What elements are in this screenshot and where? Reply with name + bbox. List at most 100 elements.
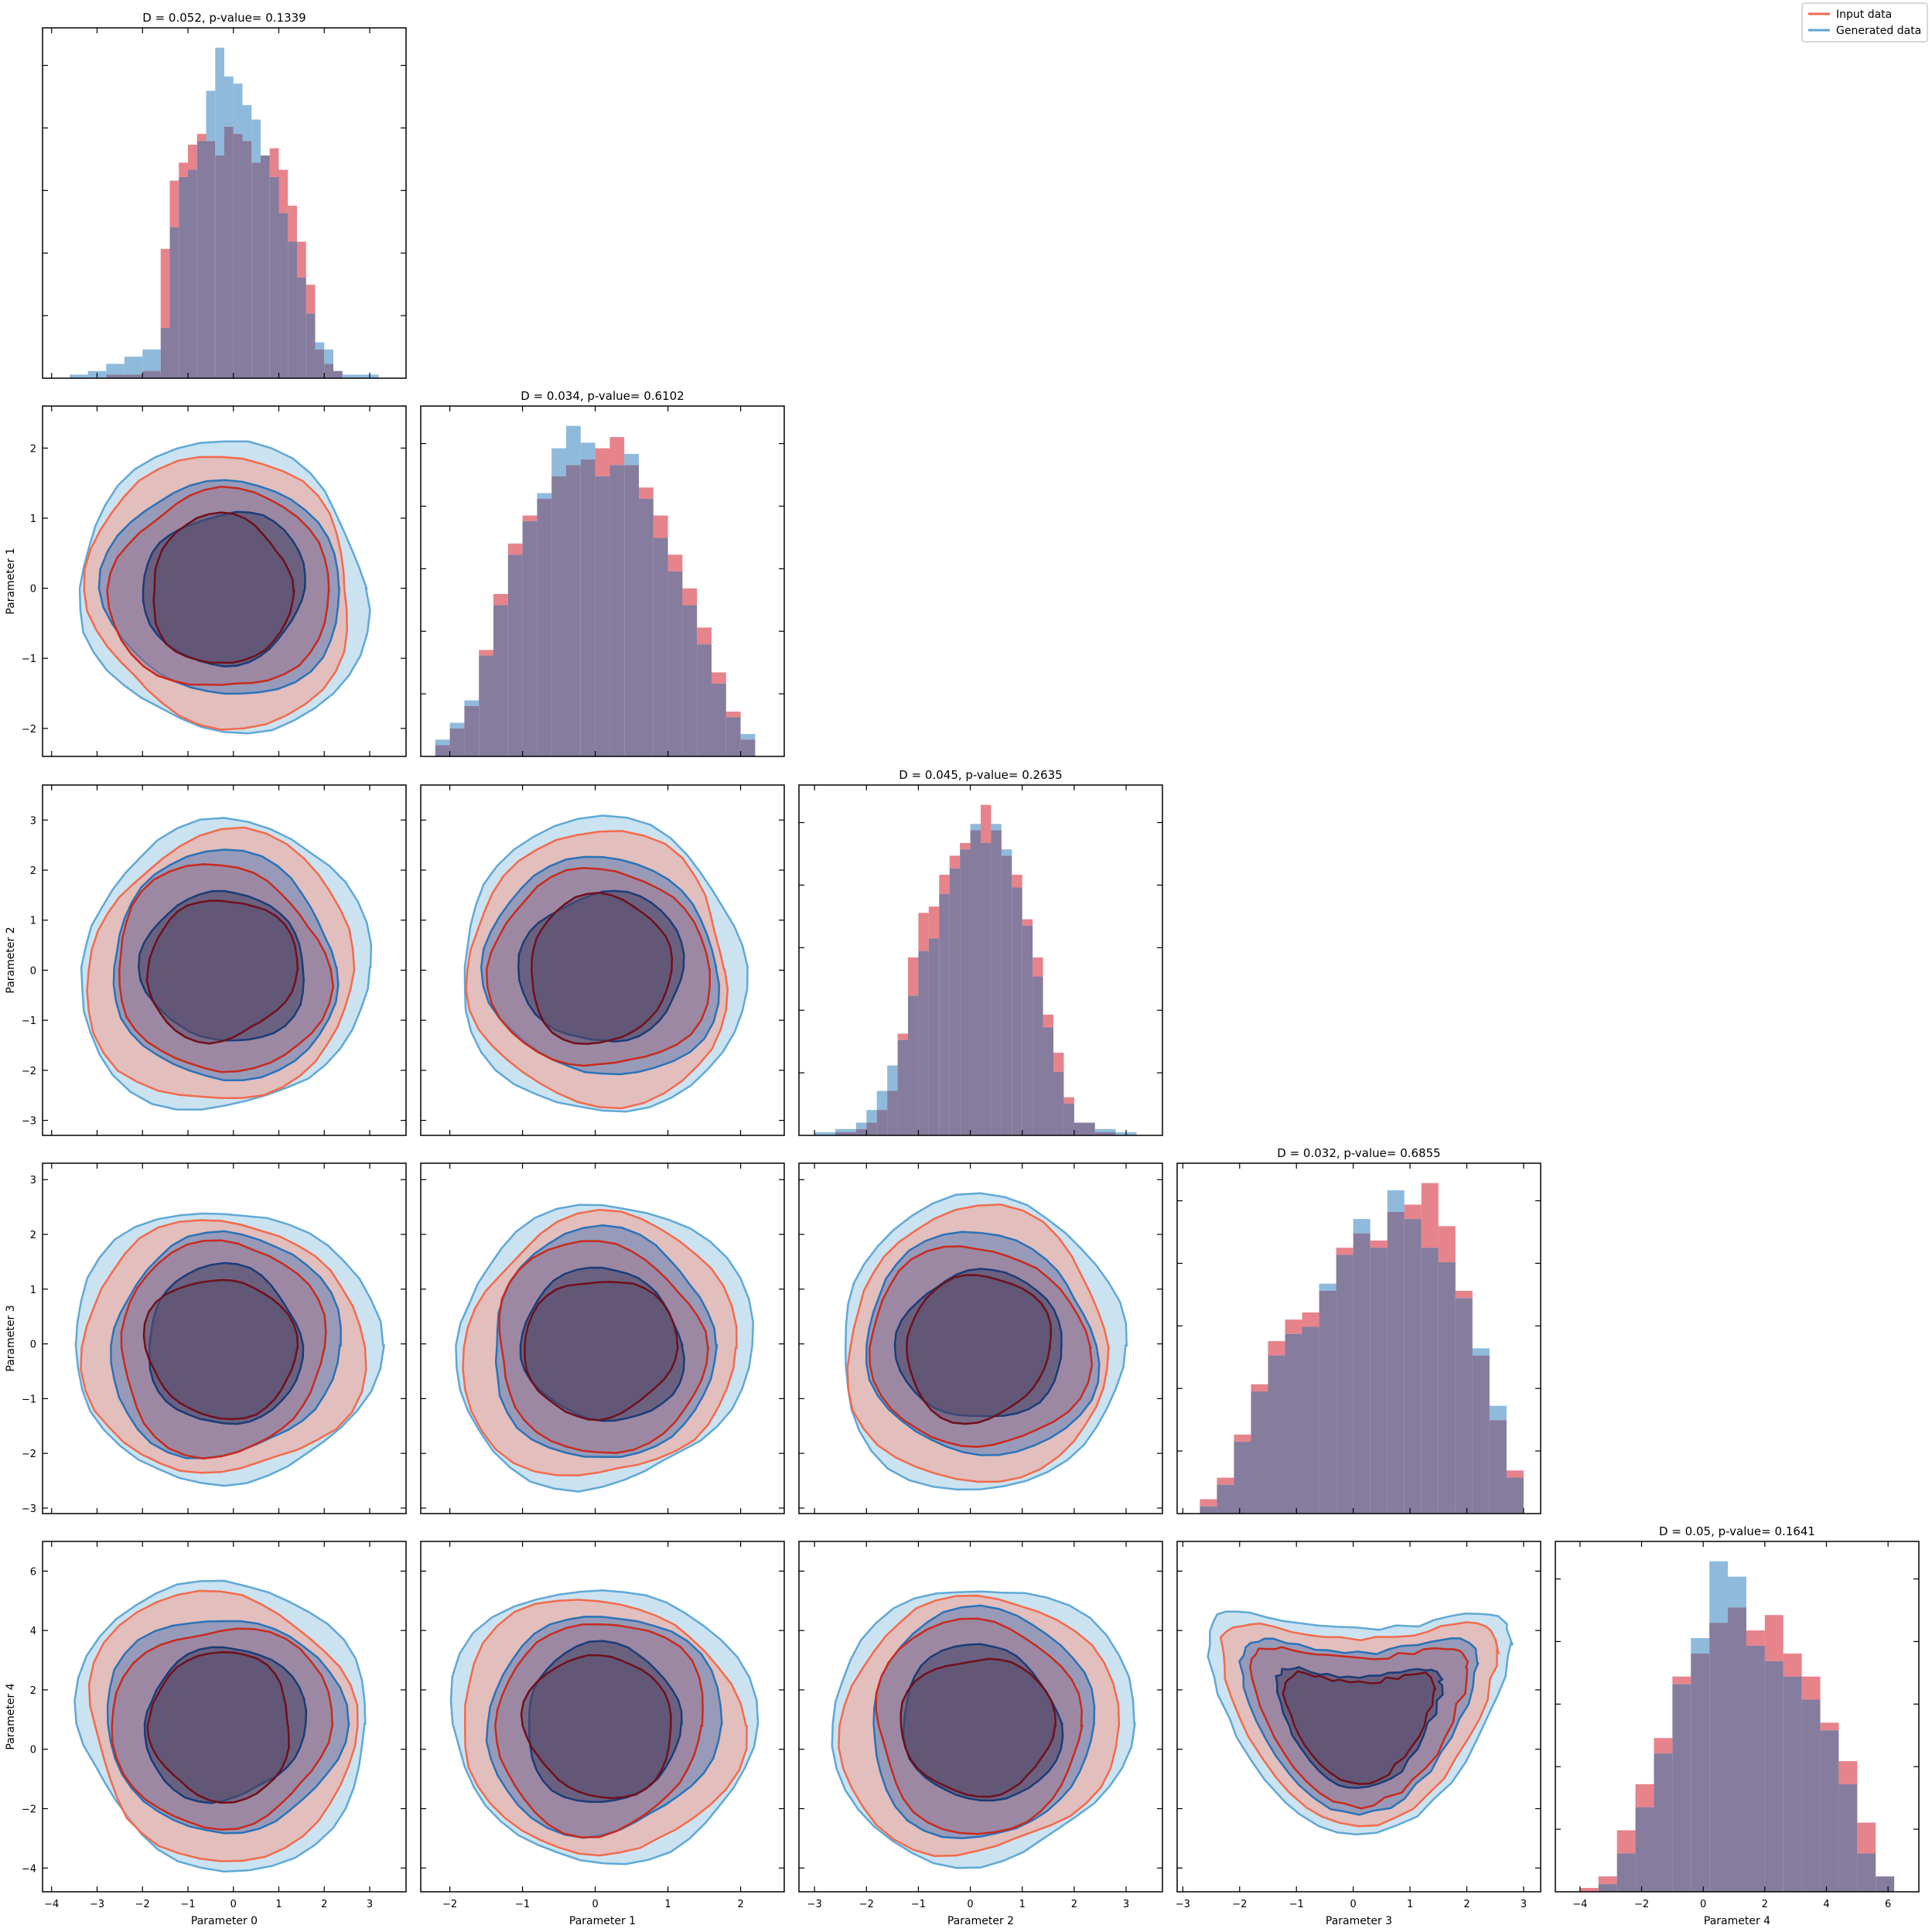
y-tick-label: 1	[30, 1285, 36, 1296]
x-tick-label: 1	[1019, 1899, 1026, 1910]
hist-bar-excess	[1200, 1499, 1217, 1507]
panel-frame-2-2	[798, 784, 1163, 1136]
hist-bar-excess	[897, 1033, 908, 1040]
y-axis-label: Parameter 3	[5, 1305, 17, 1371]
panel-frame-1-1	[420, 405, 785, 757]
hist-bar-excess	[981, 804, 992, 843]
x-tick-label: 1	[1407, 1899, 1413, 1910]
hist-bar-excess	[928, 906, 940, 939]
panel-frame-4-4	[1555, 1541, 1920, 1893]
hist-bar-excess	[507, 543, 523, 555]
hist-bar-overlap	[1506, 1477, 1524, 1514]
x-axis-label: Parameter 0	[191, 1915, 258, 1927]
x-tick-label: −3	[1176, 1899, 1190, 1910]
x-tick-label: 2	[1071, 1899, 1077, 1910]
hist-bar-overlap	[1200, 1506, 1217, 1514]
hist-bar-overlap	[224, 126, 234, 378]
x-tick-label: −1	[1289, 1899, 1304, 1910]
histogram-1	[435, 425, 756, 756]
hist-bar-overlap	[269, 176, 279, 378]
panel-title: D = 0.05, p-value= 0.1641	[1659, 1524, 1815, 1538]
hist-bar-overlap	[725, 717, 741, 756]
x-tick-label: 0	[1700, 1899, 1706, 1910]
y-tick-label: 3	[30, 815, 36, 827]
hist-bar-overlap	[537, 498, 552, 756]
hist-bar-overlap	[1012, 887, 1022, 1135]
hist-bar-overlap	[1472, 1355, 1490, 1514]
x-tick-label: −3	[807, 1899, 822, 1910]
hist-bar-overlap	[1801, 1699, 1821, 1892]
hist-bar-overlap	[251, 162, 261, 378]
histogram-4	[1579, 1561, 1895, 1892]
kde-panel-4-3	[1207, 1610, 1514, 1836]
hist-bar-overlap	[1268, 1355, 1285, 1514]
panel-frame-0-0	[42, 27, 407, 379]
hist-bar-overlap	[855, 1128, 867, 1135]
legend-input-label: Input data	[1836, 9, 1892, 21]
hist-bar-overlap	[1022, 925, 1033, 1135]
kde-panel-3-1	[455, 1203, 755, 1493]
x-tick-label: 3	[1521, 1899, 1527, 1910]
panel-title: D = 0.032, p-value= 0.6855	[1277, 1146, 1440, 1160]
hist-bar-overlap	[278, 213, 288, 378]
y-tick-label: 1	[30, 916, 36, 927]
hist-bar-excess	[595, 448, 610, 476]
hist-bar-excess	[342, 374, 361, 378]
x-tick-label: −4	[44, 1899, 59, 1910]
input-contour-level-2	[142, 1278, 299, 1421]
x-tick-label: 1	[664, 1899, 671, 1910]
hist-bar-excess	[1053, 1053, 1064, 1072]
hist-bar-overlap	[595, 476, 610, 756]
hist-bar-excess	[196, 134, 207, 142]
hist-bar-overlap	[949, 868, 961, 1135]
x-tick-label: −1	[911, 1899, 926, 1910]
hist-bar-excess	[814, 1132, 835, 1135]
hist-bar-overlap	[970, 830, 981, 1135]
hist-bar-overlap	[866, 1122, 877, 1135]
hist-bar-excess	[918, 913, 929, 951]
hist-bar-overlap	[1672, 1684, 1691, 1892]
panel-frame-3-0	[42, 1162, 407, 1514]
hist-bar-overlap	[908, 995, 919, 1135]
input-contour-level-2	[1282, 1670, 1437, 1785]
panel-frame-3-3	[1176, 1162, 1541, 1514]
hist-bar-overlap	[1820, 1730, 1839, 1892]
hist-bar-excess	[1033, 957, 1043, 977]
panel-frame-3-1	[420, 1162, 785, 1514]
hist-bar-overlap	[1063, 1103, 1074, 1135]
x-axis-label: Parameter 4	[1704, 1915, 1770, 1927]
panel-frame-4-3	[1176, 1541, 1541, 1893]
hist-bar-excess	[188, 145, 197, 170]
hist-bar-overlap	[697, 644, 712, 756]
hist-bar-overlap	[1838, 1784, 1858, 1892]
hist-bar-overlap	[1251, 1391, 1268, 1514]
hist-bar-excess	[1764, 1615, 1784, 1661]
y-tick-label: 2	[30, 865, 36, 877]
hist-bar-overlap	[939, 893, 950, 1135]
hist-bar-excess	[949, 855, 961, 869]
hist-bar-excess	[712, 672, 726, 684]
input-contour-level-2	[524, 1281, 679, 1422]
x-tick-label: 2	[737, 1899, 743, 1910]
hist-bar-excess	[233, 84, 243, 135]
x-tick-label: 0	[967, 1899, 973, 1910]
panel-frame-4-2	[798, 1541, 1163, 1893]
hist-bar-overlap	[324, 364, 333, 378]
y-tick-label: −3	[22, 1504, 36, 1515]
x-tick-label: 0	[230, 1899, 237, 1910]
hist-bar-excess	[609, 437, 625, 466]
y-tick-label: 4	[30, 1626, 36, 1637]
hist-bar-excess	[991, 824, 1002, 831]
hist-bar-overlap	[1319, 1290, 1336, 1514]
y-tick-label: −4	[22, 1863, 36, 1875]
hist-bar-excess	[1616, 1830, 1636, 1854]
hist-bar-excess	[1370, 1240, 1388, 1248]
panel-frame-4-0	[42, 1541, 407, 1893]
x-tick-label: −2	[135, 1899, 150, 1910]
hist-bar-overlap	[887, 1091, 898, 1135]
panel-frame-3-2	[798, 1162, 1163, 1514]
hist-bar-overlap	[712, 683, 726, 756]
y-tick-label: 1	[30, 514, 36, 525]
hist-bar-overlap	[551, 476, 566, 756]
hist-bar-overlap	[1285, 1333, 1302, 1514]
